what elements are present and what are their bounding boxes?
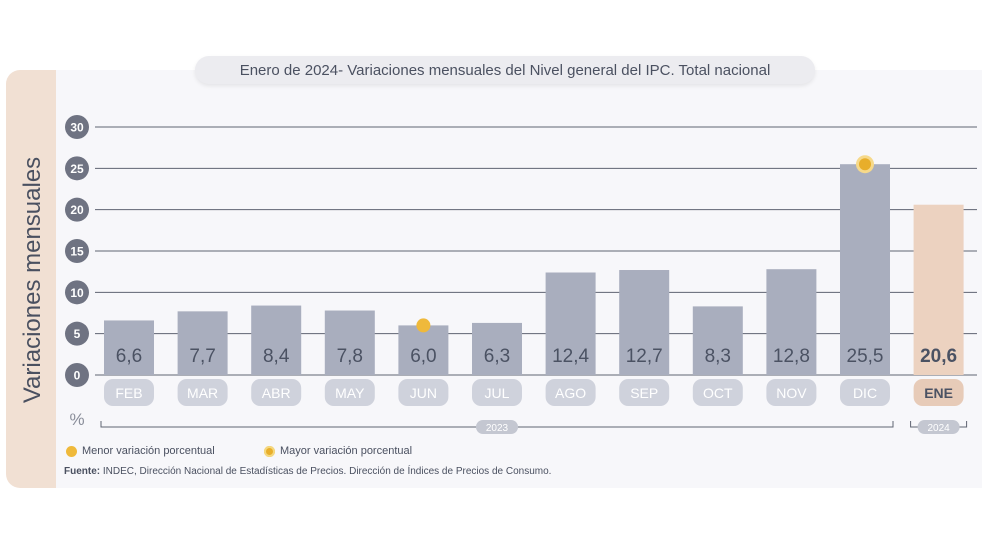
y-tick-label: 20 (70, 203, 84, 217)
category-label: JUL (485, 385, 510, 401)
bar (177, 311, 228, 375)
y-tick-label: 25 (70, 162, 84, 176)
value-label: 20,6 (920, 346, 957, 367)
max-marker-icon (264, 445, 275, 457)
category-pill (692, 379, 743, 406)
category-label: OCT (703, 385, 733, 401)
bar (840, 164, 890, 375)
category-label: AGO (555, 385, 586, 401)
y-tick-label: 0 (74, 369, 81, 383)
value-label: 8,4 (263, 346, 290, 367)
category-label: NOV (776, 385, 807, 401)
source-label: Fuente: (64, 466, 101, 477)
chart-title-date: Enero de 2024 (239, 61, 339, 79)
min-marker-icon (66, 445, 77, 457)
bar (619, 270, 670, 375)
legend-min: Menor variación porcentual (66, 444, 215, 458)
category-label: FEB (115, 385, 142, 401)
bar (398, 325, 449, 375)
category-pill (619, 379, 670, 406)
category-label: SEP (630, 385, 658, 401)
bar (545, 272, 596, 375)
chart-title: Enero de 2024 - Variaciones mensuales de… (195, 56, 815, 84)
value-label: 6,3 (484, 346, 510, 367)
category-pill (913, 379, 964, 406)
bar (324, 310, 375, 375)
bar (251, 305, 302, 375)
y-tick-label: 30 (70, 121, 84, 135)
legend-max: Mayor variación porcentual (264, 444, 412, 458)
year-pill (917, 420, 960, 434)
plot-panel (56, 70, 982, 488)
value-label: 6,6 (116, 346, 142, 367)
y-tick-pill (65, 280, 89, 305)
category-pill (766, 379, 817, 406)
category-label: DIC (853, 385, 877, 401)
y-tick-label: 10 (70, 286, 84, 300)
y-tick-pill (65, 363, 89, 387)
value-label: 12,7 (626, 346, 663, 367)
category-label: MAR (187, 385, 218, 401)
value-label: 7,8 (337, 346, 363, 367)
year-label: 2024 (927, 423, 950, 434)
value-label: 8,3 (705, 346, 731, 367)
y-unit-label: % (69, 410, 84, 429)
category-pill (398, 379, 449, 406)
bar (104, 320, 154, 375)
category-pill (324, 379, 375, 406)
y-tick-label: 15 (70, 245, 84, 259)
source-text: INDEC, Dirección Nacional de Estadística… (100, 466, 552, 477)
ylabel-band (6, 70, 58, 488)
year-label: 2023 (486, 423, 509, 434)
y-tick-pill (65, 239, 89, 263)
value-label: 12,8 (773, 346, 810, 367)
value-label: 12,4 (552, 346, 589, 367)
bar (472, 322, 522, 375)
y-tick-pill (65, 197, 89, 222)
category-pill (104, 379, 154, 406)
value-label: 6,0 (410, 346, 436, 367)
category-pill (840, 379, 890, 406)
legend-max-label: Mayor variación porcentual (280, 445, 413, 457)
year-pill (476, 420, 518, 434)
bar (692, 306, 743, 375)
category-label: ABR (262, 385, 291, 401)
chart-title-text: - Variaciones mensuales del Nivel genera… (338, 61, 771, 79)
min-marker (416, 318, 431, 333)
category-pill (545, 379, 596, 406)
category-label: MAY (335, 385, 365, 401)
category-label: JUN (410, 385, 437, 401)
y-tick-pill (65, 115, 89, 139)
y-tick-pill (65, 156, 89, 181)
category-pill (472, 379, 522, 406)
legend-min-label: Menor variación porcentual (82, 445, 215, 457)
bar (913, 204, 964, 375)
y-tick-pill (65, 321, 89, 346)
category-pill (177, 379, 228, 406)
source-note: Fuente: INDEC, Dirección Nacional de Est… (64, 466, 551, 477)
value-label: 25,5 (847, 346, 884, 367)
value-label: 7,7 (189, 346, 215, 367)
category-label: ENE (924, 385, 953, 401)
max-marker (859, 158, 871, 171)
bar (766, 269, 817, 375)
category-pill (251, 379, 302, 406)
y-tick-label: 5 (74, 327, 81, 341)
